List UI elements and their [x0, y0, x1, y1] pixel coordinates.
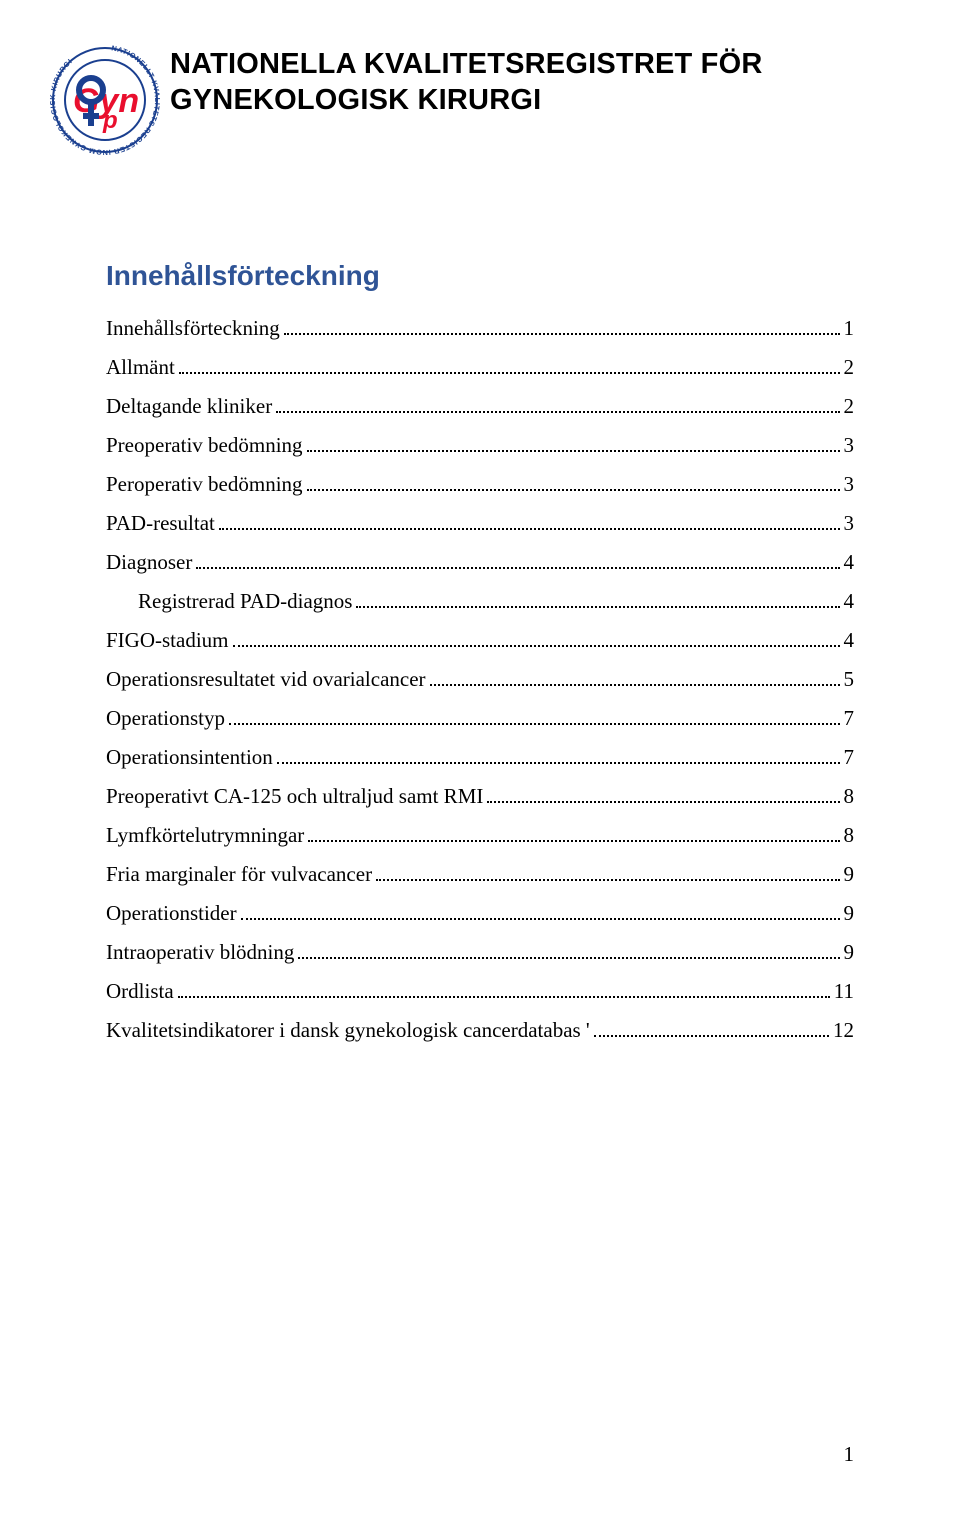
toc-leader [284, 333, 840, 335]
toc-entry-page: 9 [844, 903, 855, 924]
toc-entry-page: 11 [834, 981, 854, 1002]
toc-entry-label: Ordlista [106, 981, 174, 1002]
toc-heading: Innehållsförteckning [106, 260, 854, 292]
toc-leader [277, 762, 840, 764]
title-line-1: NATIONELLA KVALITETSREGISTRET FÖR [170, 46, 763, 82]
toc-entry-page: 7 [844, 747, 855, 768]
logo-icon: NATIONELLT KVALITETS REGISTER INOM GYNEK… [40, 40, 170, 160]
toc-entry-page: 2 [844, 396, 855, 417]
toc-entry: Operationstider 9 [106, 903, 854, 924]
toc-entry-label: Lymfkörtelutrymningar [106, 825, 304, 846]
toc-leader [307, 450, 840, 452]
toc-leader [241, 918, 840, 920]
toc-leader [356, 606, 839, 608]
toc-entry: PAD-resultat 3 [106, 513, 854, 534]
toc-leader [308, 840, 839, 842]
toc-entry-label: Operationstider [106, 903, 237, 924]
toc-entry: Peroperativ bedömning 3 [106, 474, 854, 495]
toc-entry-label: Deltagande kliniker [106, 396, 272, 417]
toc-entry-page: 7 [844, 708, 855, 729]
toc-leader [196, 567, 839, 569]
toc-entry-label: Kvalitetsindikatorer i dansk gynekologis… [106, 1020, 590, 1041]
toc-entry-label: Operationstyp [106, 708, 225, 729]
toc-entry-label: Preoperativt CA-125 och ultraljud samt R… [106, 786, 483, 807]
table-of-contents: Innehållsförteckning Innehållsförtecknin… [0, 160, 960, 1041]
toc-leader [276, 411, 839, 413]
toc-entry-page: 3 [844, 513, 855, 534]
toc-entry-label: Intraoperativ blödning [106, 942, 294, 963]
toc-entry: Diagnoser 4 [106, 552, 854, 573]
toc-entry-page: 4 [844, 591, 855, 612]
toc-leader [178, 996, 830, 998]
toc-leader [430, 684, 840, 686]
toc-entry-page: 2 [844, 357, 855, 378]
toc-entry-label: PAD-resultat [106, 513, 215, 534]
toc-entry-page: 3 [844, 435, 855, 456]
toc-leader [307, 489, 840, 491]
toc-entries: Innehållsförteckning 1Allmänt 2Deltagand… [106, 318, 854, 1041]
title-block: NATIONELLA KVALITETSREGISTRET FÖR GYNEKO… [170, 40, 763, 119]
toc-entry-page: 9 [844, 942, 855, 963]
toc-leader [229, 723, 840, 725]
toc-entry: Intraoperativ blödning 9 [106, 942, 854, 963]
toc-entry-page: 12 [833, 1020, 854, 1041]
toc-leader [233, 645, 840, 647]
toc-entry: FIGO-stadium 4 [106, 630, 854, 651]
toc-entry-label: Registrerad PAD-diagnos [138, 591, 352, 612]
toc-leader [594, 1035, 829, 1037]
toc-entry: Innehållsförteckning 1 [106, 318, 854, 339]
toc-entry-page: 9 [844, 864, 855, 885]
toc-entry-label: Peroperativ bedömning [106, 474, 303, 495]
toc-entry-label: FIGO-stadium [106, 630, 229, 651]
toc-entry-label: Preoperativ bedömning [106, 435, 303, 456]
toc-entry-page: 1 [844, 318, 855, 339]
svg-text:p: p [102, 107, 118, 134]
toc-leader [219, 528, 840, 530]
toc-entry: Operationstyp 7 [106, 708, 854, 729]
title-line-2: GYNEKOLOGISK KIRURGI [170, 82, 763, 118]
document-page: NATIONELLT KVALITETS REGISTER INOM GYNEK… [0, 0, 960, 1515]
toc-entry: Deltagande kliniker 2 [106, 396, 854, 417]
toc-entry: Allmänt 2 [106, 357, 854, 378]
toc-entry-label: Allmänt [106, 357, 175, 378]
toc-entry: Fria marginaler för vulvacancer 9 [106, 864, 854, 885]
toc-entry: Lymfkörtelutrymningar 8 [106, 825, 854, 846]
toc-leader [487, 801, 839, 803]
toc-entry-label: Operationsresultatet vid ovarialcancer [106, 669, 426, 690]
toc-leader [298, 957, 839, 959]
toc-entry-label: Operationsintention [106, 747, 273, 768]
toc-entry-page: 5 [844, 669, 855, 690]
toc-entry: Operationsresultatet vid ovarialcancer 5 [106, 669, 854, 690]
toc-entry: Registrerad PAD-diagnos 4 [138, 591, 854, 612]
toc-entry-page: 8 [844, 786, 855, 807]
toc-leader [376, 879, 839, 881]
toc-entry: Preoperativt CA-125 och ultraljud samt R… [106, 786, 854, 807]
toc-entry-label: Diagnoser [106, 552, 192, 573]
toc-entry-page: 3 [844, 474, 855, 495]
toc-entry-label: Innehållsförteckning [106, 318, 280, 339]
toc-entry-page: 4 [844, 630, 855, 651]
toc-entry: Kvalitetsindikatorer i dansk gynekologis… [106, 1020, 854, 1041]
toc-entry: Ordlista 11 [106, 981, 854, 1002]
toc-entry-page: 8 [844, 825, 855, 846]
page-number: 1 [844, 1442, 855, 1467]
toc-entry-page: 4 [844, 552, 855, 573]
toc-leader [179, 372, 840, 374]
toc-entry-label: Fria marginaler för vulvacancer [106, 864, 372, 885]
toc-entry: Preoperativ bedömning 3 [106, 435, 854, 456]
document-header: NATIONELLT KVALITETS REGISTER INOM GYNEK… [0, 40, 960, 160]
toc-entry: Operationsintention 7 [106, 747, 854, 768]
